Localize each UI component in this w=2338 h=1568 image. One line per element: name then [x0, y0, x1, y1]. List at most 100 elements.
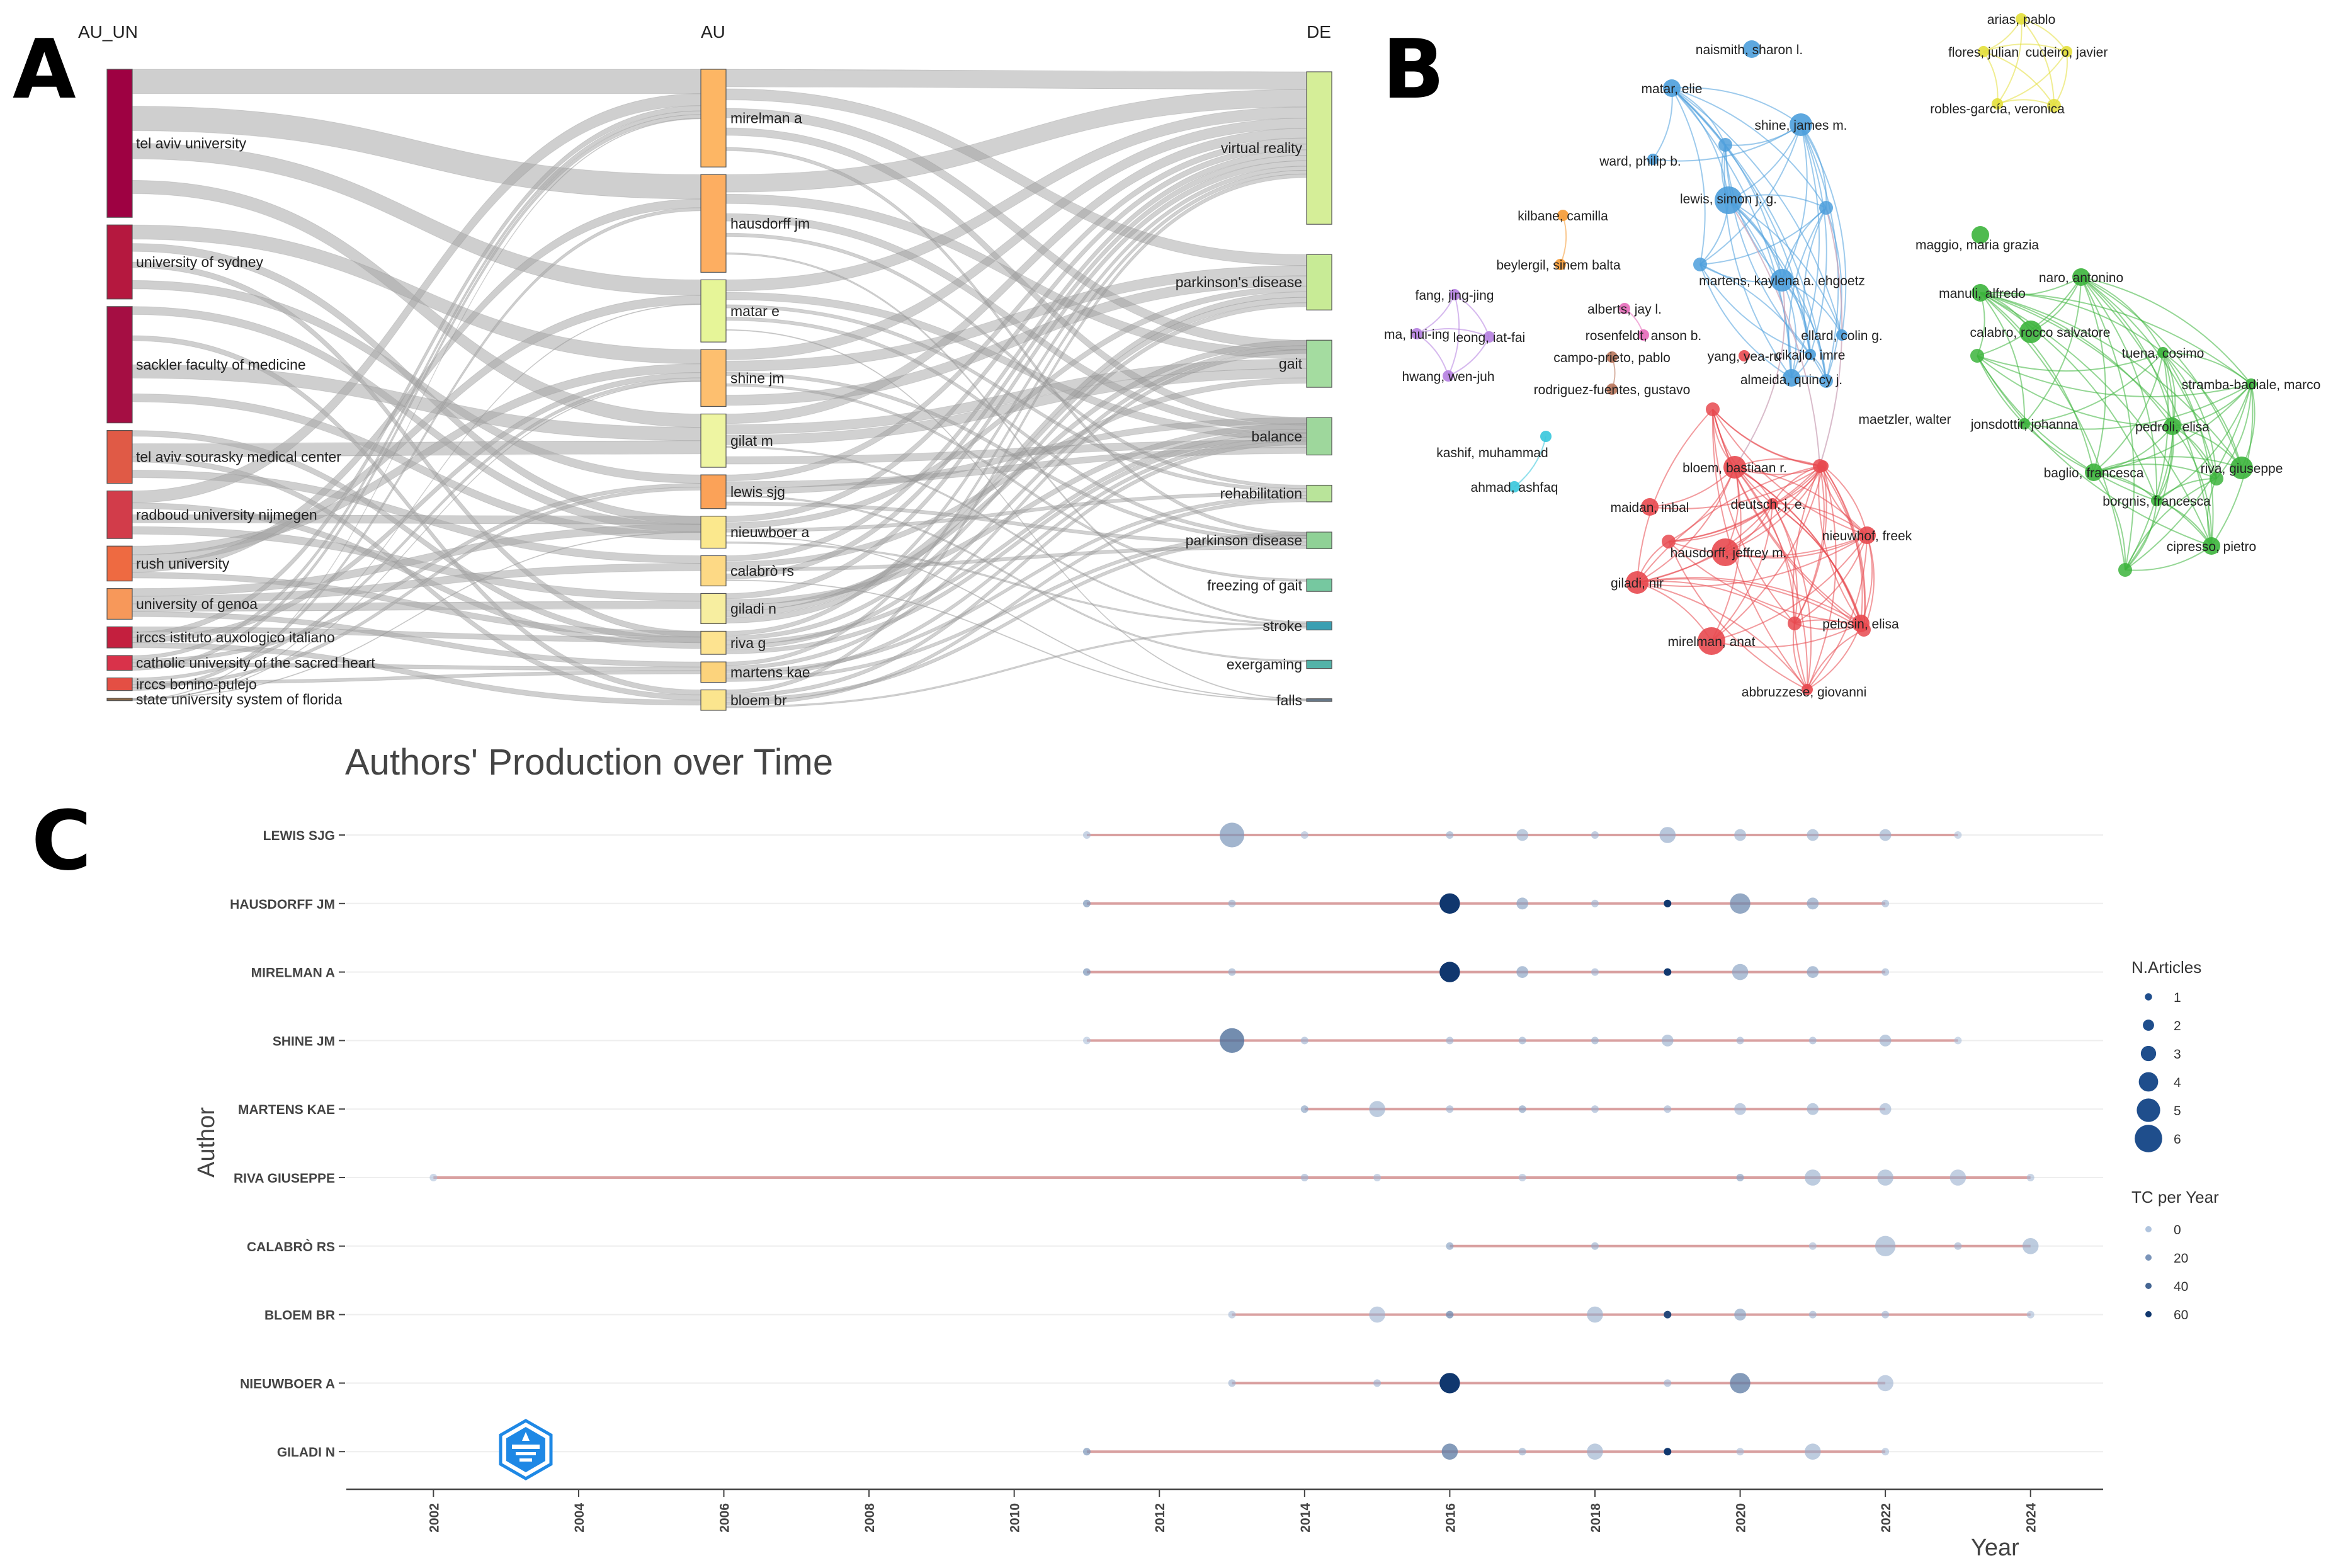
network-node [1992, 98, 2003, 110]
data-point [1446, 1310, 1454, 1319]
x-tick-label: 2018 [1589, 1503, 1603, 1533]
network-node [2061, 46, 2072, 57]
network-node-label: matar, elie [1642, 82, 1703, 96]
keyword-node [1306, 417, 1332, 456]
network-edge [2093, 472, 2126, 571]
network-edge [2080, 276, 2212, 547]
network-node-label: naro, antonino [2039, 271, 2123, 285]
data-point [1082, 1037, 1091, 1045]
network-edge [2024, 276, 2082, 424]
network-edge [1668, 467, 1735, 542]
x-axis-label: Year [1971, 1535, 2019, 1561]
author-node [700, 474, 727, 509]
network-edge [1637, 465, 1820, 583]
network-node [1771, 269, 1793, 292]
network-node [1706, 402, 1720, 416]
legend-size-symbol [2145, 993, 2152, 1001]
x-tick-label: 2012 [1153, 1503, 1167, 1533]
author-node [700, 593, 727, 625]
data-point [429, 1174, 438, 1181]
network-node [1638, 329, 1649, 341]
network-node-label: abbruzzese, giovanni [1742, 685, 1866, 700]
network-edge [2080, 276, 2106, 473]
network-node [1443, 370, 1454, 382]
y-tick-label: MARTENS KAE [238, 1103, 335, 1117]
keyword-node [1306, 659, 1332, 669]
legend-color-label: 20 [2174, 1251, 2188, 1266]
network-edge [2156, 426, 2174, 501]
network-edge [2216, 383, 2252, 479]
keyword-label: rehabilitation [1220, 486, 1302, 502]
data-point [1439, 962, 1460, 982]
network-node-label: maetzler, walter [1858, 412, 1951, 427]
network-node [2210, 472, 2223, 486]
network-node [1606, 351, 1618, 363]
x-tick-label: 2016 [1443, 1503, 1458, 1533]
network-edge [1792, 623, 1808, 690]
data-point [1881, 1310, 1890, 1319]
network-nodes: naismith, sharon l. matar, elie shine, jam… [1384, 13, 2320, 700]
data-point [1587, 1443, 1603, 1460]
data-point [1439, 1373, 1460, 1394]
data-point [1591, 968, 1599, 976]
legend-size-label: 1 [2174, 991, 2181, 1005]
institution-label: radboud university nijmegen [136, 506, 317, 523]
network-node [1484, 331, 1495, 343]
network-node [1788, 616, 1802, 630]
institution-label: irccs bonino-pulejo [136, 676, 257, 693]
network-edge [2172, 426, 2213, 547]
y-tick-label: CALABRÒ RS [247, 1239, 335, 1254]
network-node [1972, 284, 1989, 302]
legend-size-symbol [2137, 1098, 2160, 1122]
network-node-label: deutsch, j. e. [1730, 497, 1805, 512]
network-edge [1728, 200, 1827, 382]
network-node [1739, 350, 1750, 361]
legend-size-symbol [2138, 1072, 2159, 1092]
network-node [1411, 328, 1422, 339]
network-edge [1700, 264, 1827, 382]
author-node [700, 349, 727, 407]
network-edge [2021, 18, 2067, 52]
data-point [1518, 1448, 1526, 1456]
legend-size-symbol [2140, 1045, 2157, 1062]
data-point [1369, 1306, 1385, 1323]
keyword-node [1306, 339, 1332, 388]
data-point [1369, 1101, 1385, 1117]
network-edge [2125, 500, 2157, 571]
network-edge [1980, 292, 2173, 427]
network-node-label: yang, yea-ru [1708, 349, 1781, 364]
data-point [1807, 966, 1819, 978]
network-edge [1734, 467, 1808, 690]
network-node [1836, 329, 1847, 341]
data-point [1661, 1035, 1674, 1047]
data-point [1516, 829, 1529, 841]
data-point [1228, 1379, 1236, 1387]
network-node-label: pelosin, elisa [1822, 617, 1899, 632]
legend-size-symbol [2143, 1020, 2154, 1031]
network-node-label: pedroli, elisa [2135, 420, 2210, 435]
network-edge [1668, 535, 1868, 557]
data-point [1808, 1310, 1817, 1319]
network-edge [1712, 409, 1864, 630]
network-node-label: baglio, francesca [2044, 466, 2144, 480]
network-node-label: ma, hui-ing [1384, 327, 1450, 342]
author-label: martens kae [730, 664, 810, 680]
network-node-label: calabro, rocco salvatore [1970, 326, 2111, 340]
x-tick-label: 2004 [572, 1503, 587, 1533]
data-point [1734, 1103, 1746, 1115]
network-node-label: cikajlo, imre [1776, 348, 1846, 363]
data-point [2022, 1238, 2039, 1254]
network-edge [1711, 503, 1773, 642]
network-edge [1671, 87, 1802, 125]
author-node [700, 516, 727, 549]
network-edge [1637, 467, 1735, 583]
data-point [1591, 899, 1599, 907]
network-edge [1637, 581, 1795, 624]
network-node-label: nieuwhof, freek [1822, 529, 1912, 543]
institution-node [106, 545, 133, 582]
network-edge [1514, 436, 1546, 487]
network-node [1663, 79, 1681, 97]
data-point [1807, 829, 1819, 841]
data-point [1373, 1174, 1382, 1181]
